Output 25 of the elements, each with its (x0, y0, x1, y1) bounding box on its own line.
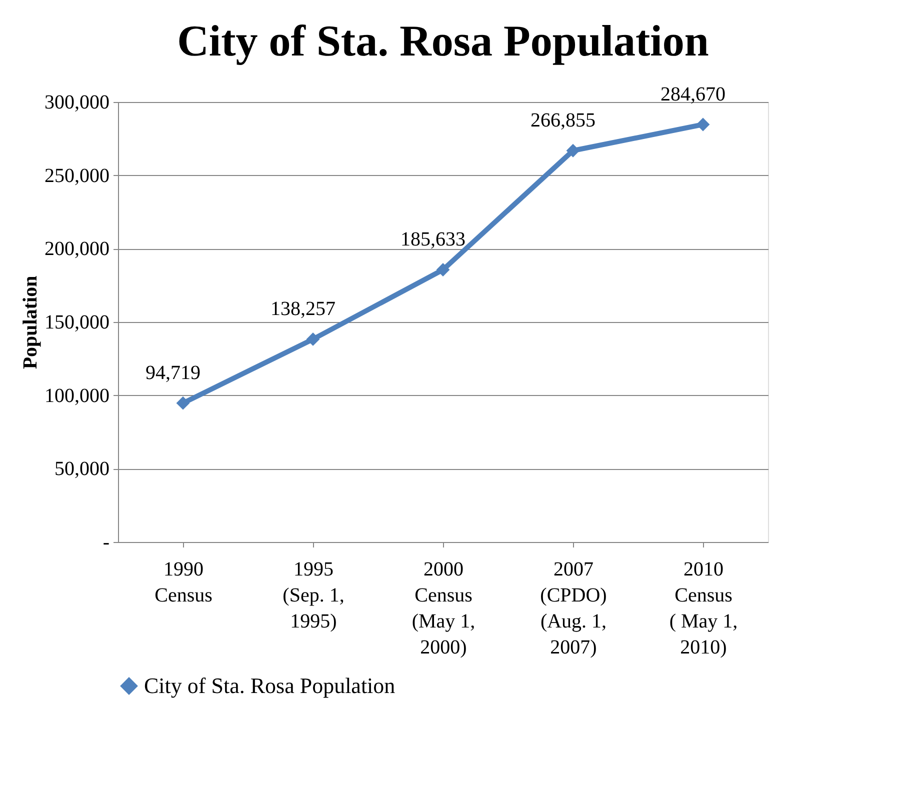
y-tick-label: 100,000 (44, 384, 110, 407)
x-tick-label: 2000 Census (May 1, 2000) (412, 558, 476, 658)
point (306, 332, 320, 346)
x-tick-label: 2007 (CPDO) (Aug. 1, 2007) (540, 558, 607, 658)
point (566, 144, 580, 158)
y-tick-label: 50,000 (54, 458, 110, 480)
y-tick-label: - (102, 532, 110, 554)
data-label: 266,855 (530, 110, 596, 132)
x-tick-label: 1990 Census (154, 558, 213, 606)
point (176, 396, 190, 410)
data-label: 138,257 (270, 298, 336, 320)
y-tick-label: 250,000 (44, 164, 110, 187)
point (436, 263, 450, 276)
x-tick-label: 1995 (Sep. 1, 1995) (282, 558, 344, 632)
data-label: 185,633 (400, 228, 466, 251)
chart-title: City of Sta. Rosa Population (177, 16, 709, 66)
x-tick-label: 2010 Census ( May 1, 2010) (669, 558, 738, 658)
y-tick-label: 200,000 (44, 238, 110, 260)
point (696, 118, 710, 132)
legend-label: City of Sta. Rosa Population (144, 673, 396, 698)
y-tick-label: 300,000 (44, 92, 110, 114)
data-label: 94,719 (146, 362, 200, 384)
y-axis-title: Population (20, 276, 42, 370)
y-tick-label: 150,000 (44, 312, 110, 334)
data-label: 284,670 (660, 83, 726, 106)
